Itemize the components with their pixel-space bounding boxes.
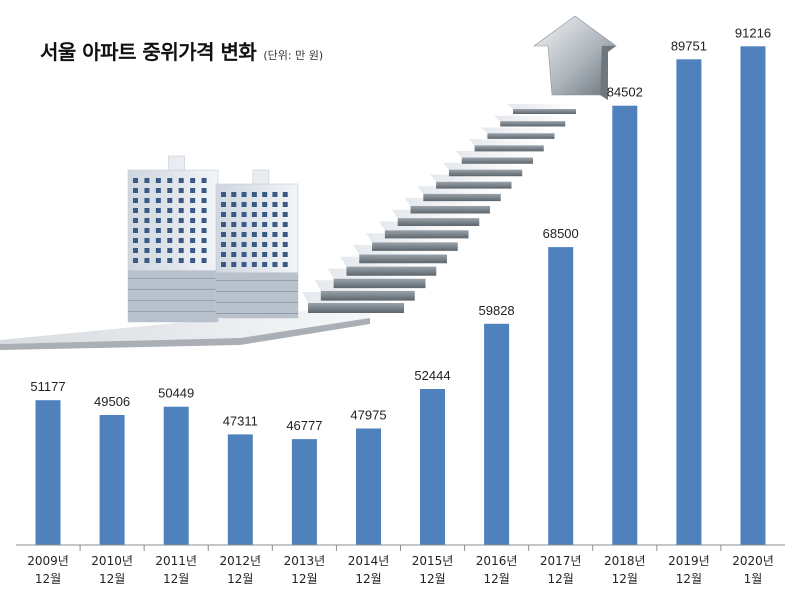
stair-riser <box>410 206 490 214</box>
bar-value-label: 50449 <box>158 386 194 401</box>
x-tick-label-year: 2009년 <box>27 554 69 568</box>
chart-subtitle: (단위: 만 원) <box>263 49 324 62</box>
x-tick-label-month: 12월 <box>548 572 574 586</box>
x-tick-label-month: 12월 <box>483 572 509 586</box>
x-tick-label-year: 2011년 <box>155 554 197 568</box>
x-tick-label-year: 2013년 <box>284 554 326 568</box>
stair-step <box>430 174 512 182</box>
stair-riser <box>461 157 533 164</box>
stair-riser <box>333 278 426 289</box>
bar-value-label: 59828 <box>479 303 515 318</box>
bar-value-label: 49506 <box>94 394 130 409</box>
bar <box>676 59 702 546</box>
stair-step <box>468 139 544 146</box>
bar <box>484 323 510 545</box>
stairs-illustration <box>0 15 617 350</box>
arrow-side <box>600 46 616 100</box>
x-tick-label-year: 2014년 <box>348 554 390 568</box>
stair-riser <box>384 230 469 239</box>
stair-step <box>442 162 523 170</box>
stair-riser <box>423 193 501 202</box>
x-tick-label-month: 12월 <box>355 572 381 586</box>
bar <box>740 46 766 546</box>
bar-value-label: 89751 <box>671 38 707 53</box>
bar-value-label: 84502 <box>607 85 643 100</box>
stair-riser <box>346 266 437 276</box>
stair-step <box>455 151 533 158</box>
bar <box>612 105 638 545</box>
stair-step <box>494 115 566 122</box>
plaza-edge <box>0 318 370 350</box>
x-tick-label-month: 1월 <box>744 572 763 586</box>
stair-riser <box>513 109 576 114</box>
bar-value-label: 52444 <box>414 368 450 383</box>
stair-step <box>507 104 576 109</box>
bar <box>35 400 61 545</box>
arrow-head <box>533 15 617 96</box>
x-tick-label-month: 12월 <box>676 572 702 586</box>
stair-riser <box>448 169 523 177</box>
title-block: 서울 아파트 중위가격 변화 (단위: 만 원) <box>40 36 323 65</box>
x-tick-label-year: 2015년 <box>412 554 454 568</box>
x-tick-label-month: 12월 <box>35 572 61 586</box>
bar-value-label: 47311 <box>223 413 258 428</box>
bar-series <box>35 46 766 546</box>
x-tick-label-year: 2017년 <box>540 554 582 568</box>
bar-value-label: 91216 <box>735 25 771 40</box>
x-tick-label-year: 2018년 <box>604 554 646 568</box>
stair-riser <box>436 181 512 189</box>
bar-value-label: 51177 <box>30 379 65 394</box>
value-labels: 51177 49506 50449 47311 46777 47975 52444 59828… <box>30 25 771 433</box>
x-tick-label-year: 2010년 <box>91 554 133 568</box>
stair-riser <box>320 290 415 301</box>
stair-riser <box>372 242 458 251</box>
bar <box>227 434 253 545</box>
bar-value-label: 68500 <box>543 226 579 241</box>
x-tick-label-month: 12월 <box>227 572 253 586</box>
stair-riser <box>397 218 480 226</box>
bar <box>163 406 189 545</box>
stair-riser <box>474 145 544 152</box>
bar-value-label: 47975 <box>350 408 386 423</box>
bar-value-label: 46777 <box>286 418 322 433</box>
x-tick-label-month: 12월 <box>419 572 445 586</box>
building-right <box>215 169 299 319</box>
x-tick-label-month: 12월 <box>612 572 638 586</box>
x-tick-label-year: 2019년 <box>668 554 710 568</box>
bar <box>99 415 125 545</box>
x-tick-label-year: 2012년 <box>220 554 262 568</box>
x-tick-label-year: 2016년 <box>476 554 518 568</box>
building-left <box>127 155 219 323</box>
stair-riser <box>359 254 447 264</box>
x-tick-label-month: 12월 <box>163 572 189 586</box>
chart-title: 서울 아파트 중위가격 변화 <box>40 40 257 64</box>
stair-riser <box>500 121 566 127</box>
x-tick-label-year: 2020년 <box>732 554 774 568</box>
bar <box>356 428 381 545</box>
x-axis: 2009년 12월 2010년 12월 2011년 12월 2012년 12월 2013년 12월… <box>27 545 774 586</box>
stair-step <box>481 127 555 134</box>
x-tick-label-month: 12월 <box>99 572 125 586</box>
bar <box>291 439 317 545</box>
stair-riser <box>308 303 404 313</box>
stair-riser <box>487 133 555 139</box>
bar <box>420 389 445 545</box>
x-tick-label-month: 12월 <box>291 572 317 586</box>
bar <box>548 247 574 545</box>
